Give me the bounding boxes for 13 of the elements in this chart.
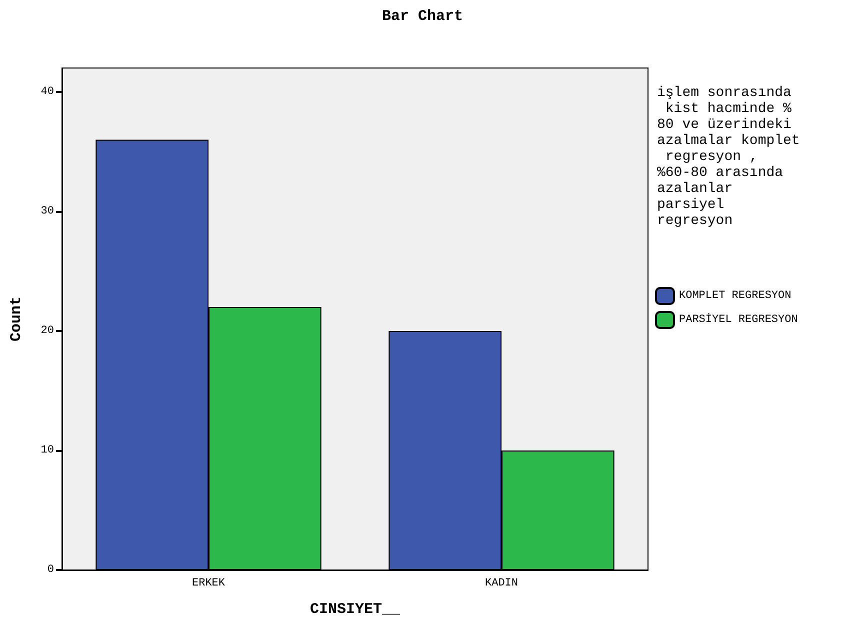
text: işlem sonrasında kist hacminde % 80 ve üzerindeki azalmalar komplet regresyon ,%60-80 arasında azalanlar parsiyel regresyon [657, 85, 800, 229]
chart-title: Bar Chart [382, 8, 464, 25]
y-tick-label: 0 [47, 564, 54, 576]
x-tick-label: KADIN [484, 578, 518, 590]
legend-label: PARSİYEL REGRESYON [679, 313, 798, 326]
y-tick-label: 10 [40, 444, 54, 456]
y-tick-label: 30 [40, 205, 54, 218]
y-tick-label: 40 [40, 86, 54, 98]
y-axis-title: Count [8, 296, 25, 342]
x-axis-title: CINSIYET__ [310, 601, 402, 618]
x-tick-label: ERKEK [192, 578, 226, 590]
legend-label: KOMPLET REGRESYON [679, 290, 792, 302]
y-tick-label: 20 [40, 324, 54, 337]
